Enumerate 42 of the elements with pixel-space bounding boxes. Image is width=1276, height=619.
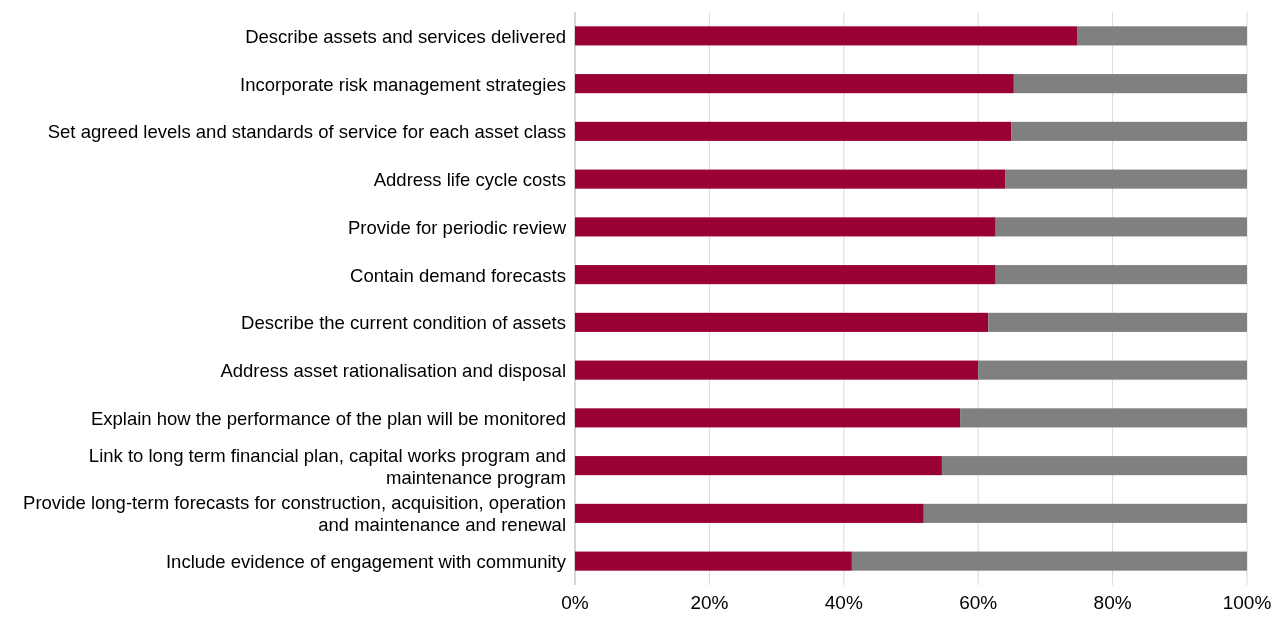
bar xyxy=(960,408,1247,428)
bar xyxy=(941,456,1247,476)
bar xyxy=(575,217,996,237)
y-tick-label: Address life cycle costs xyxy=(373,168,566,190)
bar xyxy=(575,551,852,571)
bar xyxy=(923,503,1247,523)
bar xyxy=(978,360,1247,380)
bar xyxy=(1005,169,1247,189)
x-tick-label: 20% xyxy=(690,592,729,613)
bar xyxy=(575,169,1006,189)
y-tick-label: Set agreed levels and standards of service for each asset class xyxy=(47,120,566,142)
bar xyxy=(575,26,1077,46)
bar xyxy=(575,503,924,523)
y-tick-label: Provide for periodic review xyxy=(348,216,567,238)
bar xyxy=(988,312,1247,332)
y-tick-label: Include evidence of engagement with community xyxy=(165,550,567,572)
y-tick-label: Explain how the performance of the plan will be monitored xyxy=(90,407,566,429)
bar xyxy=(995,217,1247,237)
x-tick-label: 60% xyxy=(959,592,998,613)
bar xyxy=(1076,26,1247,46)
bar xyxy=(575,121,1012,141)
y-tick-label: Contain demand forecasts xyxy=(350,264,566,286)
bar xyxy=(575,265,996,285)
x-tick-label: 0% xyxy=(561,592,589,613)
y-tick-label: Provide long-term forecasts for construction, acquisition, operation and maintenance and renewal xyxy=(23,491,566,535)
bar xyxy=(575,456,942,476)
bar xyxy=(1011,121,1247,141)
bar xyxy=(851,551,1247,571)
bar xyxy=(575,74,1014,94)
y-tick-label: Describe assets and services delivered xyxy=(245,25,566,47)
y-tick-label: Incorporate risk management strategies xyxy=(240,73,566,95)
bar xyxy=(1013,74,1247,94)
y-tick-label: Describe the current condition of assets xyxy=(241,311,566,333)
y-tick-label: Link to long term financial plan, capital works program and maintenance program xyxy=(88,444,566,488)
y-tick-label: Address asset rationalisation and disposal xyxy=(220,359,566,381)
x-tick-label: 80% xyxy=(1093,592,1132,613)
bar xyxy=(575,312,989,332)
bar xyxy=(575,360,979,380)
bar xyxy=(575,408,961,428)
x-tick-label: 40% xyxy=(824,592,863,613)
x-tick-label: 100% xyxy=(1222,592,1272,613)
bar xyxy=(995,265,1247,285)
